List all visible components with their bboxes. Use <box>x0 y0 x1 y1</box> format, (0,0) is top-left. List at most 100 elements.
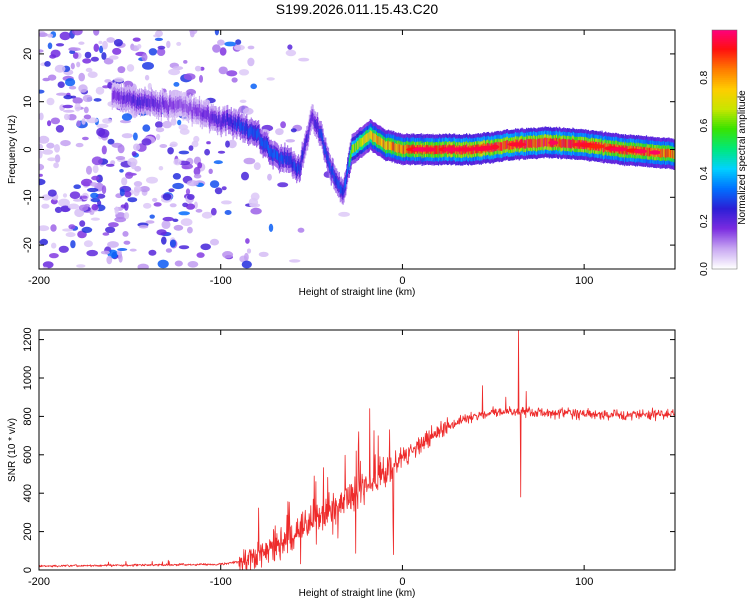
spectrogram-cell <box>133 143 141 151</box>
spectrogram-cell <box>458 147 474 152</box>
spectrogram-cell <box>673 150 675 159</box>
spectrogram-cell <box>143 97 145 106</box>
colorbar-segment <box>712 91 737 95</box>
spectrogram-cell <box>193 135 200 143</box>
colorbar-segment <box>712 79 737 83</box>
colorbar-segment <box>712 225 737 228</box>
spectrogram-cell <box>261 137 263 147</box>
spectrogram-cell <box>542 137 544 147</box>
spectrogram-cell <box>206 141 211 145</box>
y-tick-label: 0 <box>22 146 34 152</box>
colorbar-segment <box>712 255 737 258</box>
colorbar-segment <box>712 115 737 119</box>
colorbar-segment <box>712 77 737 81</box>
colorbar-segment <box>712 203 737 206</box>
spectrogram-cell <box>506 140 508 149</box>
spectrogram-cell <box>288 259 301 263</box>
spectrogram-cell <box>265 140 267 150</box>
spectrogram-cell <box>202 108 204 118</box>
spectrogram-cell <box>385 141 387 151</box>
spectrogram-cell <box>87 71 98 78</box>
spectrogram-cell <box>242 107 254 115</box>
spectrogram-cell <box>68 224 76 230</box>
colorbar-segment <box>712 185 737 188</box>
spectrogram-cell <box>314 119 316 128</box>
spectrogram-cell <box>188 103 191 112</box>
spectrogram-cell <box>159 144 168 148</box>
spectrogram-cell <box>669 149 671 159</box>
spectrogram-cell <box>140 96 142 105</box>
colorbar-segment <box>712 61 737 65</box>
spectrogram-cell <box>218 115 220 124</box>
spectrogram-cell <box>186 203 195 210</box>
colorbar-segment <box>712 227 737 230</box>
y-tick-label: 800 <box>22 407 34 425</box>
spectrogram-cell <box>572 138 574 148</box>
spectrogram-cell <box>211 113 213 123</box>
colorbar-segment <box>712 197 737 200</box>
spectrogram-cell <box>199 75 203 83</box>
spectrogram-cell <box>268 223 274 232</box>
spectrogram-cell <box>112 47 122 55</box>
spectrogram-cell <box>239 123 241 132</box>
spectrogram-cell <box>364 135 366 144</box>
spectrogram-cell <box>137 44 142 49</box>
colorbar-segment <box>712 49 737 53</box>
spectrogram-cell <box>339 185 341 195</box>
figure-title: S199.2026.011.15.43.C20 <box>276 1 439 17</box>
spectrogram-cell <box>179 99 181 109</box>
spectrogram-cell <box>394 143 396 153</box>
spectrogram-cell <box>357 140 360 149</box>
spectrogram-cell <box>103 57 114 65</box>
spectrogram-cell <box>46 97 55 106</box>
spectrogram-cell <box>239 99 247 104</box>
spectrogram-cell <box>146 176 158 184</box>
spectrogram-cell <box>241 260 252 269</box>
spectrogram-cell <box>47 157 56 162</box>
colorbar-segment <box>712 133 737 136</box>
spectrogram-cell <box>139 99 142 109</box>
spectrogram-cell <box>379 136 381 146</box>
spectrogram-cell <box>224 41 237 47</box>
spectrogram-cell <box>197 162 203 169</box>
spectrogram-cell <box>157 45 166 50</box>
spectrogram-cell <box>663 148 665 157</box>
spectrogram-cell <box>273 148 275 158</box>
spectrogram-cell <box>133 94 135 103</box>
spectrogram-cell <box>150 95 152 105</box>
spectrogram-cell <box>228 117 230 126</box>
spectrogram-cell <box>91 203 99 211</box>
colorbar-segment <box>712 169 737 172</box>
colorbar-segment <box>712 263 737 266</box>
colorbar-segment <box>712 97 737 101</box>
spectrogram-cell <box>162 98 164 107</box>
spectrogram-cell <box>375 133 377 143</box>
spectrogram-cell <box>143 202 152 209</box>
spectrogram-cell <box>244 126 246 135</box>
colorbar-segment <box>712 257 737 260</box>
snr-axes: -200 -100 0 100020040060080010001200Height … <box>7 327 675 599</box>
spectrogram-cell <box>177 119 182 126</box>
spectrogram-cell <box>250 83 257 90</box>
spectrogram-cell <box>296 166 298 176</box>
spectrogram-cell <box>181 101 183 111</box>
spectrogram-cell <box>277 182 289 188</box>
spectrogram-cell <box>241 171 249 181</box>
spectrogram-cell <box>51 242 57 249</box>
colorbar-segment <box>712 121 737 125</box>
spectrogram-cell <box>151 97 153 106</box>
spectrogram-cell <box>46 142 55 149</box>
colorbar-segment <box>712 175 737 178</box>
spectrogram-cell <box>128 95 130 104</box>
spectrogram-cell <box>58 245 69 253</box>
spectrogram-cell <box>543 138 545 148</box>
spectrogram-cell <box>162 120 172 129</box>
spectrogram-cell <box>437 146 440 155</box>
spectrogram-cell <box>208 168 213 174</box>
spectrogram-cell <box>311 112 313 121</box>
spectrogram-cell <box>156 133 161 141</box>
spectrogram-cell <box>58 198 70 207</box>
spectrogram-cell <box>107 241 119 248</box>
spectrogram-cell <box>95 86 105 95</box>
